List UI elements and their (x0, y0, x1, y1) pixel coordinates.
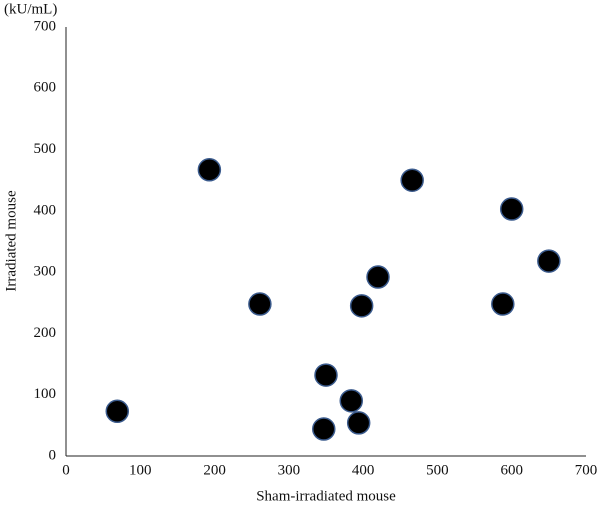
x-tick-label: 100 (129, 462, 152, 478)
x-tick-label: 600 (500, 462, 523, 478)
point (105, 399, 130, 424)
point (197, 158, 222, 182)
y-tick-label: 100 (34, 386, 57, 402)
y-tick-label: 500 (34, 141, 57, 157)
x-tick-label: 300 (278, 462, 301, 478)
x-tick-label: 0 (62, 462, 70, 478)
x-tick-label: 200 (203, 462, 226, 478)
y-tick-label: 700 (34, 18, 57, 34)
point (499, 197, 524, 221)
point (491, 292, 515, 316)
point (366, 265, 390, 289)
y-tick-label: 300 (34, 264, 57, 280)
y-tick-label: 400 (34, 202, 57, 218)
point (339, 389, 364, 413)
y-axis-label: Irradiated mouse (3, 190, 19, 292)
unit-label: (kU/mL) (4, 1, 57, 17)
x-axis-label: Sham-irradiated mouse (256, 488, 396, 504)
point (349, 294, 374, 318)
point (312, 417, 336, 441)
y-tick-label: 200 (34, 325, 57, 341)
x-tick-label: 400 (352, 462, 375, 478)
x-tick-label: 500 (426, 462, 449, 478)
point (314, 363, 338, 387)
point (248, 292, 272, 316)
y-tick-label: 0 (49, 447, 57, 463)
point (537, 249, 561, 273)
point (346, 411, 371, 435)
y-tick-label: 600 (34, 80, 57, 96)
x-tick-label: 700 (575, 462, 598, 478)
point (400, 168, 424, 192)
